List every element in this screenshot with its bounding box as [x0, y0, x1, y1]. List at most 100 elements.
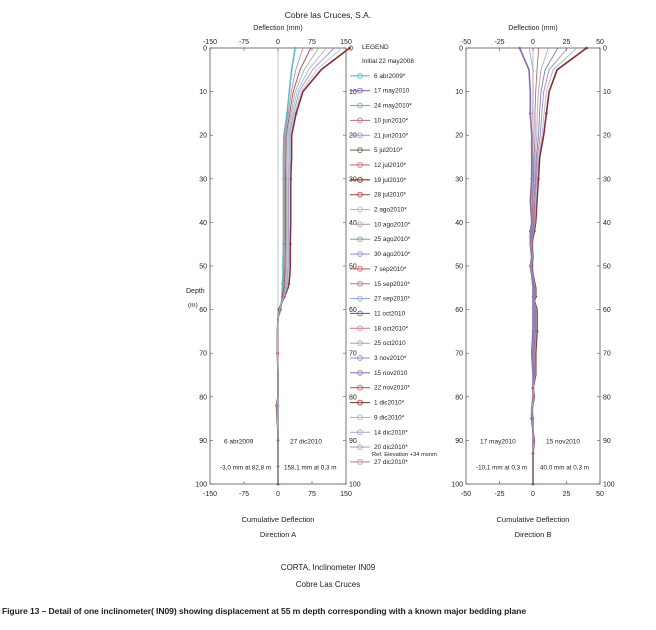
- legend-swatch-marker-26: [357, 444, 363, 450]
- panel-a-annotation-value-right: 158,1 mm at 0,3 m: [284, 465, 337, 472]
- panel-a-xtick-bottom-label-1: -75: [239, 491, 249, 498]
- legend-swatch-marker-22: [357, 384, 363, 391]
- panel-b-ytick-right-label-4: 40: [603, 220, 611, 227]
- legend-entry-25: 14 dic2010*: [374, 429, 408, 436]
- panel-b-ytick-left-label-3: 30: [455, 176, 463, 183]
- legend-entry-23: 1 dic2010*: [374, 400, 405, 407]
- legend-entry-0: Initial 22 may2008: [362, 58, 414, 65]
- panel-a-ytick-right-label-9: 90: [349, 438, 357, 445]
- panel-b-ytick-left-label-4: 40: [455, 220, 463, 227]
- legend-swatch-marker-19: [357, 340, 363, 347]
- legend-swatch-marker-15: [357, 280, 363, 287]
- legend-entry-22: 22 nov2010*: [374, 385, 410, 392]
- legend-swatch-marker-27: [357, 459, 363, 465]
- legend-swatch-marker-7: [357, 162, 363, 168]
- panel-b-ytick-right-label-3: 30: [603, 176, 611, 183]
- panel-b-ytick-left-label-2: 20: [455, 133, 463, 140]
- panel-a-ytick-left-label-1: 10: [199, 89, 207, 96]
- panel-a-annotation-date-left: 6 abr2009: [224, 438, 254, 445]
- legend-entry-21: 15 nov2010: [374, 370, 408, 377]
- legend-swatch-marker-17: [357, 310, 363, 317]
- panel-b-ytick-left-label-10: 100: [451, 482, 463, 489]
- panel-a-yunit: (m): [188, 302, 198, 309]
- panel-a-ytick-right-label-5: 50: [349, 264, 357, 271]
- panel-a-ytick-right-label-2: 20: [349, 133, 357, 140]
- panel-a-ytick-left-label-9: 90: [199, 438, 207, 445]
- legend-swatch-marker-21: [357, 370, 363, 376]
- panel-b-ytick-left-label-9: 90: [455, 438, 463, 445]
- legend-swatch-marker-18: [357, 325, 363, 332]
- legend-entry-26: 20 dic2010*: [374, 444, 408, 451]
- panel-a-series-0-point-0: [293, 46, 297, 50]
- panel-a-xlabel: Cumulative Deflection: [242, 515, 315, 524]
- legend-entry-7: 12 jul2010*: [374, 162, 406, 169]
- legend-entry-3: 24 may2010*: [374, 103, 412, 110]
- panel-b-xtick-bottom-label-1: -25: [494, 491, 504, 498]
- panel-b-title: Deflection (mm): [508, 25, 557, 32]
- legend-swatch-marker-5: [357, 132, 363, 139]
- legend-entry-13: 30 ago2010*: [374, 251, 411, 258]
- panel-b-xtick-bottom-label-2: 0: [531, 491, 535, 498]
- panel-a-xtick-bottom-label-2: 0: [276, 491, 280, 498]
- panel-a-reading-6: [276, 47, 343, 484]
- panel-a-ytick-right-label-8: 80: [349, 394, 357, 401]
- legend-swatch-marker-14: [357, 266, 363, 272]
- panel-b-ytick-right-label-2: 20: [603, 133, 611, 140]
- panel-b-series-0-point-3: [529, 112, 532, 115]
- panel-b-annotation-date-right: 15 nov2010: [546, 438, 580, 445]
- legend-swatch-marker-20: [357, 355, 363, 361]
- panel-b-ytick-right-label-9: 90: [603, 438, 611, 445]
- panel-b-ytick-right-label-10: 100: [603, 482, 615, 489]
- panel-a-ylabel: Depth: [186, 288, 205, 295]
- legend-swatch-marker-23: [357, 399, 363, 406]
- legend-entry-17: 11 oct2010: [374, 310, 406, 317]
- legend-entry-4: 10 jun2010*: [374, 117, 409, 124]
- panel-b-ytick-right-label-8: 80: [603, 394, 611, 401]
- panel-a-ytick-left-label-0: 0: [203, 46, 207, 53]
- legend-swatch-marker-4: [357, 117, 363, 124]
- panel-b-xtick-top-label-0: -50: [461, 39, 471, 46]
- panel-b-ytick-right-label-5: 50: [603, 264, 611, 271]
- legend-entry-11: 10 ago2010*: [374, 221, 411, 228]
- legend-swatch-marker-1: [357, 72, 363, 79]
- legend-entry-6: 5 jul2010*: [374, 147, 403, 154]
- legend-swatch-marker-9: [357, 191, 363, 198]
- panel-a-ytick-left-label-6: 60: [199, 307, 207, 314]
- panel-b-ytick-right-label-6: 60: [603, 307, 611, 314]
- panel-b-xtick-top-label-1: -25: [494, 39, 504, 46]
- panel-b-ytick-left-label-5: 50: [455, 264, 463, 271]
- footer-title: CORTA, Inclinometer IN09: [280, 563, 376, 572]
- panel-a-xtick-top-label-0: -150: [203, 39, 217, 46]
- panel-a-ytick-left-label-8: 80: [199, 394, 207, 401]
- panel-a-ytick-left-label-5: 50: [199, 264, 207, 271]
- panel-b-annotation-date-left: 17 may2010: [480, 438, 516, 445]
- panel-a-xtick-bottom-label-0: -150: [203, 491, 217, 498]
- panel-a-ytick-left-label-3: 30: [199, 176, 207, 183]
- legend-swatch-marker-6: [357, 147, 363, 153]
- panel-b-ytick-left-label-6: 60: [455, 307, 463, 314]
- panel-b-xlabel: Cumulative Deflection: [497, 515, 570, 524]
- panel-b-reading-6: [531, 47, 578, 484]
- legend-swatch-marker-11: [357, 221, 363, 228]
- panel-a-ytick-right-label-10: 100: [349, 482, 361, 489]
- legend-entry-15: 15 sep2010*: [374, 281, 410, 288]
- legend-swatch-marker-25: [357, 429, 363, 436]
- panel-b-annotation-value-left: -10,1 mm at 0,3 m: [476, 465, 527, 472]
- legend-swatch-marker-3: [357, 102, 363, 109]
- panel-b-series-0-point-0: [518, 46, 521, 50]
- legend-entry-20: 3 nov2010*: [374, 355, 407, 362]
- panel-b-xtick-top-label-2: 0: [531, 39, 535, 46]
- panel-a-series-1-point-3: [294, 112, 298, 115]
- panel-b-series-1-point-3: [545, 112, 548, 115]
- panel-b-ytick-right-label-1: 10: [603, 89, 611, 96]
- legend-swatch-marker-2: [357, 87, 363, 94]
- panel-b-ytick-left-label-8: 80: [455, 394, 463, 401]
- panel-b-ytick-right-label-7: 70: [603, 351, 611, 358]
- figure-caption: Figure 13 – Detail of one inclinometer( …: [2, 606, 527, 616]
- legend-entry-5: 21 jun2010*: [374, 132, 409, 139]
- legend-entry-16: 27 sep2010*: [374, 296, 410, 303]
- panel-b-direction-label: Direction B: [515, 530, 552, 539]
- panel-b-annotation-value-right: 40,0 mm at 0,3 m: [540, 465, 589, 472]
